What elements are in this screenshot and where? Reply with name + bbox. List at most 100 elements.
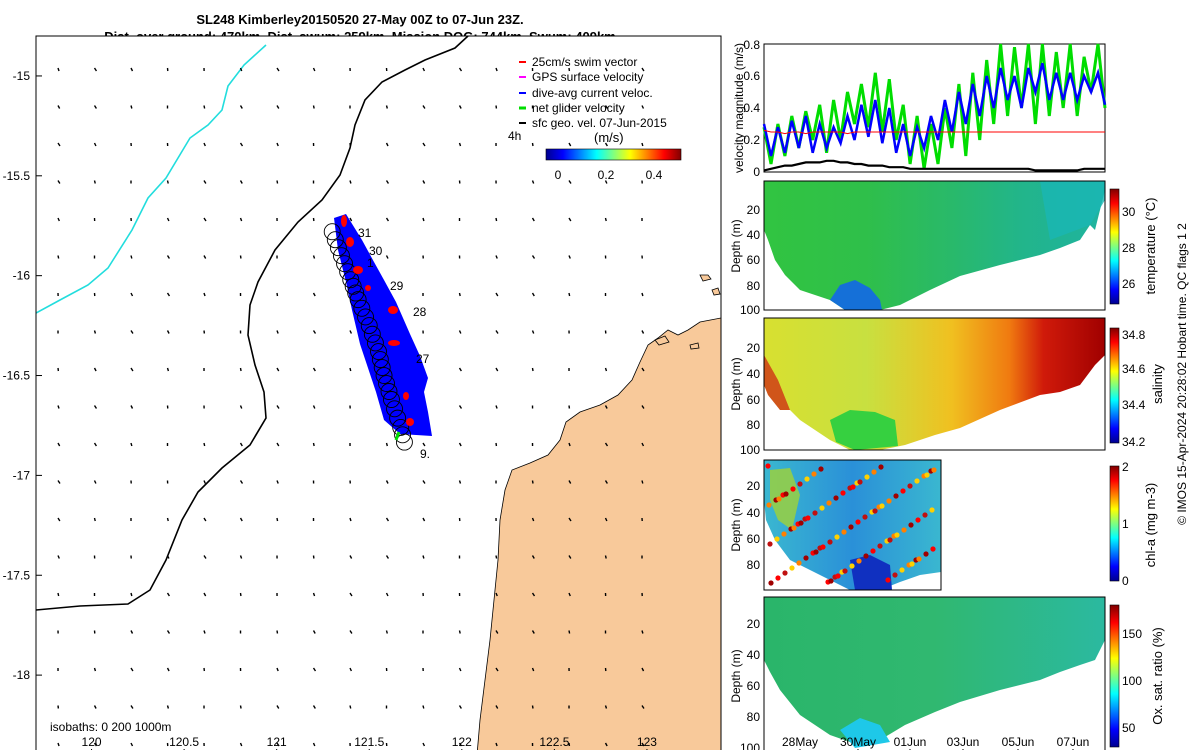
y-tick: 60 — [747, 393, 761, 407]
vector-arrow — [641, 105, 645, 109]
oxygen-colorbar-ticks: 50 100 150 — [1122, 627, 1142, 735]
y-tick: 20 — [747, 341, 761, 355]
chla-sample — [894, 532, 900, 538]
chla-sample — [929, 507, 935, 513]
cb-tick: 26 — [1122, 277, 1136, 291]
chla-sample — [820, 544, 826, 550]
oxygen-panel: 20 40 60 80 100 Depth (m) 50 100 150 Ox.… — [729, 596, 1165, 750]
chla-sample — [885, 577, 891, 583]
cb-tick: 34.4 — [1122, 398, 1146, 412]
chla-sample — [766, 502, 772, 508]
vector-arrow — [239, 142, 244, 147]
salinity-fresh-core — [830, 410, 898, 450]
chla-sample — [827, 539, 833, 545]
vector-arrow — [203, 180, 207, 184]
x-tick-label: 07Jun — [1057, 735, 1090, 749]
temperature-panel: 20 40 60 80 100 Depth (m) 26 28 30 tempe… — [729, 180, 1158, 317]
chla-colorbar-label: chl-a (mg m-3) — [1143, 483, 1158, 568]
vector-arrow — [130, 442, 133, 447]
vector-arrow — [568, 517, 572, 522]
map-frame — [35, 35, 722, 750]
y-tick: 40 — [747, 228, 761, 242]
temperature-colorbar-label: temperature (°C) — [1143, 198, 1158, 295]
vector-arrow — [568, 255, 571, 259]
cb-tick: 100 — [1122, 674, 1142, 688]
day-label: 9. — [420, 447, 430, 461]
day-label: 27 — [416, 352, 430, 366]
vector-arrow — [604, 217, 607, 222]
glider-track — [323, 223, 413, 451]
vector-arrow — [166, 667, 170, 672]
chla-sample — [899, 567, 905, 573]
chla-sample — [857, 479, 863, 485]
vector-arrow — [57, 67, 60, 72]
chla-sample — [782, 570, 788, 576]
vector-arrow — [57, 180, 61, 184]
y-tick-label: -17 — [13, 468, 31, 482]
vector-arrow — [166, 330, 170, 334]
y-tick: 60 — [747, 532, 761, 546]
chla-sample — [901, 527, 907, 533]
vector-arrow — [312, 667, 317, 672]
vector-arrow — [568, 217, 572, 222]
vector-arrow — [568, 555, 572, 559]
vector-arrow — [641, 67, 645, 72]
vector-arrow — [495, 330, 499, 334]
chla-sample — [840, 490, 846, 496]
chla-sample — [923, 551, 929, 557]
velocity-ylabel: velocity magnitude (m/s) — [732, 43, 746, 173]
vector-arrow — [604, 367, 608, 372]
map-legend: 25cm/s swim vector GPS surface velocity … — [519, 55, 667, 130]
salinity-colorbar-ticks: 34.2 34.4 34.6 34.8 — [1122, 328, 1146, 449]
chla-sample — [887, 537, 893, 543]
chla-sample — [907, 483, 913, 489]
track-loop — [395, 433, 413, 451]
vector-arrow — [93, 367, 97, 372]
vector-arrow — [604, 142, 608, 147]
series-line — [762, 43, 1107, 170]
vector-arrow — [385, 105, 389, 109]
vector-arrow — [276, 442, 280, 447]
y-tick-label: -15.5 — [3, 169, 31, 183]
track-loop — [333, 247, 350, 265]
vector-arrow — [203, 630, 206, 634]
vector-arrow — [385, 630, 388, 634]
vector-arrow — [422, 705, 425, 709]
x-tick-label: 121.5 — [354, 735, 384, 749]
vector-arrow — [203, 517, 207, 522]
colorbar-duration-label: 4h — [508, 129, 521, 143]
y-tick-label: -17.5 — [3, 568, 31, 582]
vector-arrow — [276, 180, 279, 184]
vector-arrow — [57, 405, 60, 409]
vector-arrow — [568, 180, 572, 184]
track-loop — [380, 383, 398, 400]
y-tick: 60 — [747, 679, 761, 693]
track-loop — [386, 400, 403, 418]
chla-sample — [798, 520, 804, 526]
chla-sample — [877, 543, 883, 549]
vector-arrow — [203, 480, 206, 484]
vector-arrow — [349, 217, 353, 222]
vector-arrow — [641, 330, 645, 334]
vector-arrow — [93, 105, 97, 109]
vector-arrow — [604, 705, 608, 709]
vector-arrow — [57, 555, 60, 559]
velocity-panel: 0 0.2 0.4 0.6 0.8 velocity magnitude (m/… — [732, 38, 1107, 179]
track-loop — [342, 271, 360, 289]
chla-sample — [819, 505, 825, 511]
cb-tick: 34.6 — [1122, 362, 1146, 376]
y-tick-label: -15 — [13, 69, 31, 83]
vector-arrow — [166, 367, 170, 372]
isobaths-label: isobaths: 0 200 1000m — [50, 720, 171, 734]
vector-arrow — [568, 292, 571, 297]
vector-arrow — [130, 367, 134, 372]
chla-sample — [774, 536, 780, 542]
vector-arrow — [166, 517, 169, 522]
vector-arrow — [57, 592, 60, 597]
vector-arrow — [531, 330, 535, 334]
vector-arrow — [166, 180, 169, 184]
chla-sample — [826, 500, 832, 506]
chla-sample — [870, 548, 876, 554]
vector-arrow — [604, 105, 609, 109]
chla-sample — [790, 486, 796, 492]
